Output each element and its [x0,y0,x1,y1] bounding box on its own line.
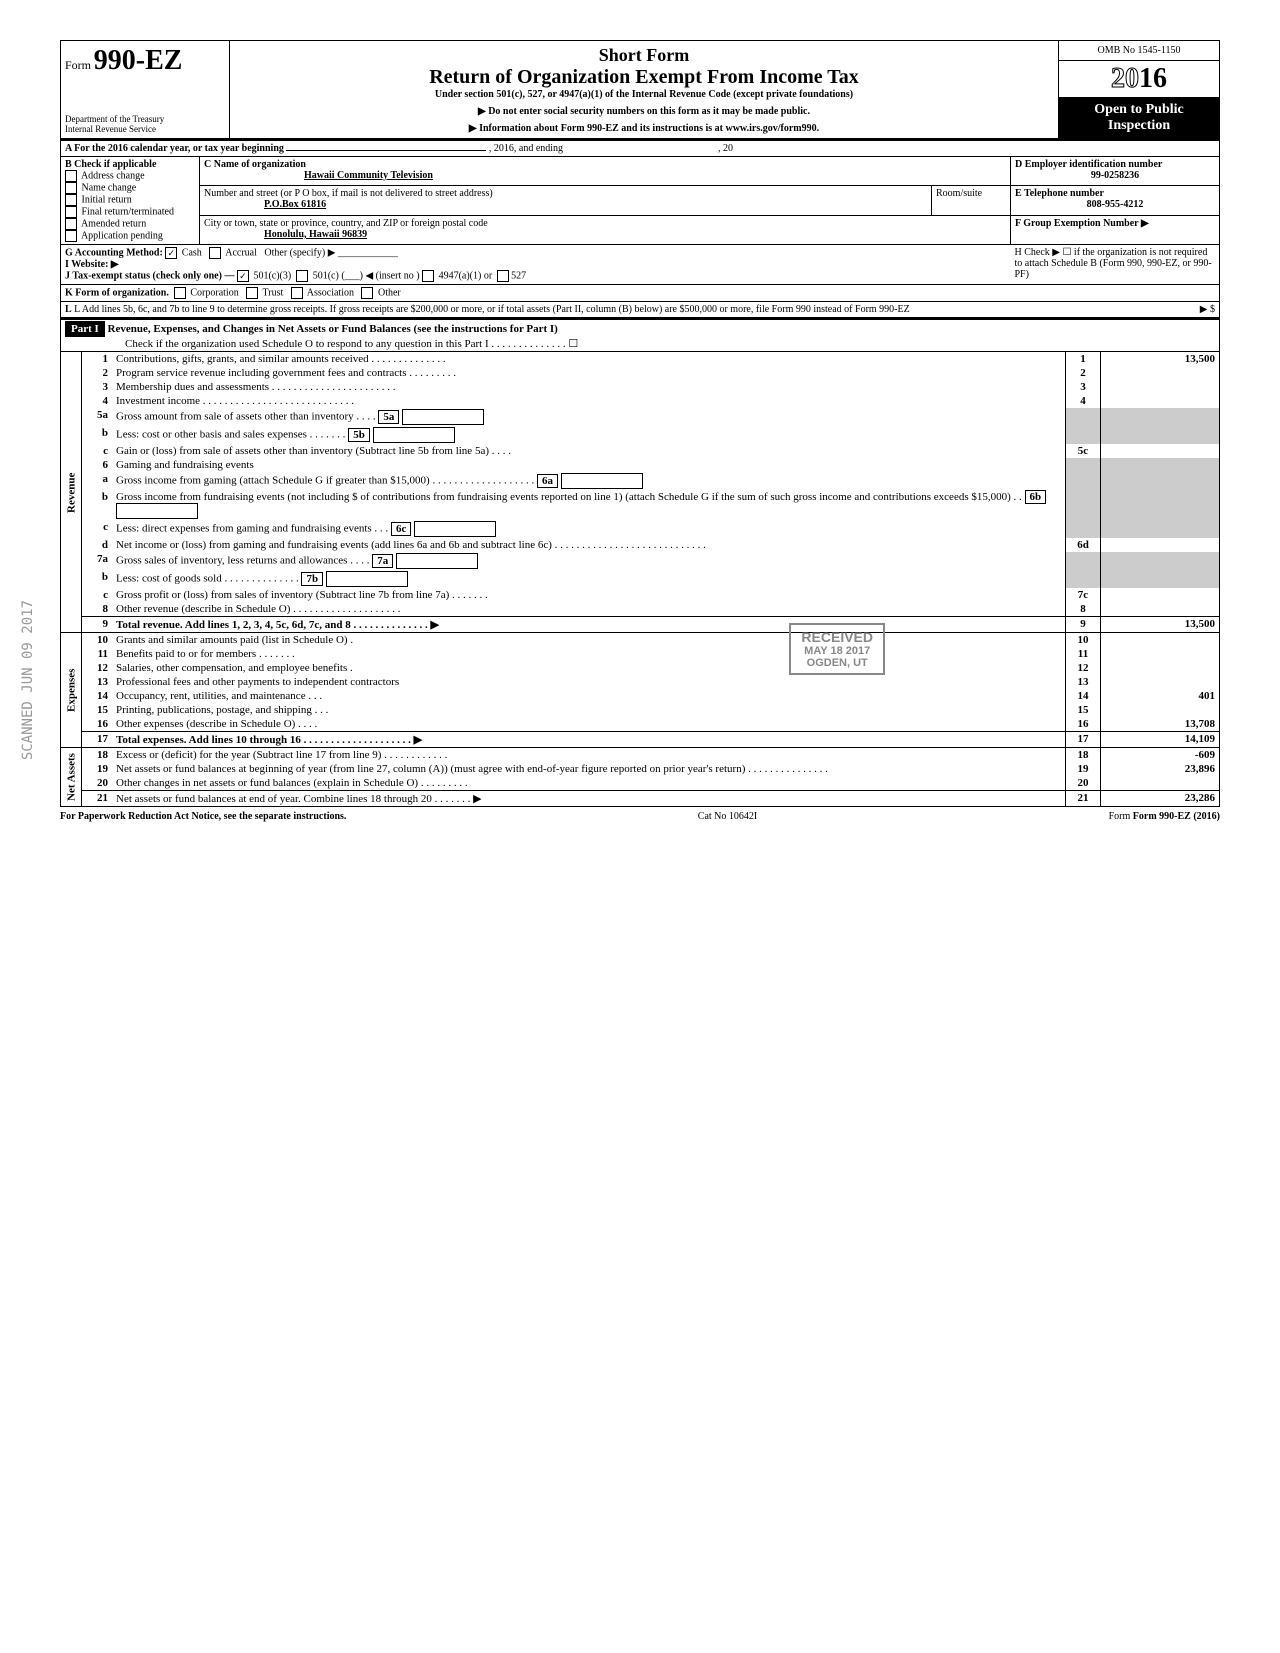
checkbox-501c[interactable] [296,270,308,282]
form-number: 990-EZ [94,45,183,76]
omb-number: OMB No 1545-1150 [1059,41,1219,61]
h-label: H Check ▶ ☐ if the organization is not r… [1015,247,1212,280]
form-header: Form 990-EZ Department of the Treasury I… [60,40,1220,140]
f-label: F Group Exemption Number ▶ [1015,218,1149,229]
org-name: Hawaii Community Television [304,170,433,181]
c-label: C Name of organization [204,159,306,170]
checkbox-501c3[interactable]: ✓ [237,270,249,282]
street-value: P.O.Box 61816 [264,199,326,210]
checkbox-other[interactable] [361,287,373,299]
tax-year: 2016 [1059,61,1219,98]
checkbox-amended[interactable] [65,218,77,230]
checkbox-assoc[interactable] [291,287,303,299]
checkbox-address-change[interactable] [65,170,77,182]
instr1: ▶ Do not enter social security numbers o… [240,106,1048,117]
phone-value: 808-955-4212 [1015,199,1215,210]
dept-treasury: Department of the Treasury Internal Reve… [65,114,225,134]
footer-mid: Cat No 10642I [698,811,757,822]
checkbox-initial-return[interactable] [65,194,77,206]
city-label: City or town, state or province, country… [204,218,488,229]
j-label: J Tax-exempt status (check only one) — [65,270,234,281]
instr2: ▶ Information about Form 990-EZ and its … [240,123,1048,134]
line-a-mid: , 2016, and ending [489,143,563,154]
checkbox-pending[interactable] [65,230,77,242]
scan-mark: SCANNED JUN 09 2017 [20,600,36,760]
b-label: B Check if applicable [65,159,156,170]
open-public-inspection: Open to Public Inspection [1059,98,1219,138]
part1-header: Part I [65,321,105,337]
expenses-side-label: Expenses [61,633,82,748]
short-form-title: Short Form [240,45,1048,66]
revenue-side-label: Revenue [61,352,82,633]
part1-title: Revenue, Expenses, and Changes in Net As… [108,323,558,335]
line-a-end: , 20 [718,143,733,154]
checkbox-trust[interactable] [246,287,258,299]
checkbox-accrual[interactable] [209,247,221,259]
checkbox-4947[interactable] [422,270,434,282]
checkbox-corp[interactable] [174,287,186,299]
ein-value: 99-0258236 [1015,170,1215,181]
form-prefix: Form [65,58,91,72]
e-label: E Telephone number [1015,188,1104,199]
street-label: Number and street (or P O box, if mail i… [204,188,493,199]
org-info-table: A For the 2016 calendar year, or tax yea… [60,140,1220,318]
l-arrow: ▶ $ [1200,304,1215,315]
g-label: G Accounting Method: [65,247,163,258]
part1-check: Check if the organization used Schedule … [125,338,578,350]
checkbox-final-return[interactable] [65,206,77,218]
checkbox-cash[interactable]: ✓ [165,247,177,259]
l-label: L Add lines 5b, 6c, and 7b to line 9 to … [74,304,910,315]
k-label: K Form of organization. [65,287,169,298]
main-title: Return of Organization Exempt From Incom… [240,66,1048,89]
checkbox-527[interactable] [497,270,509,282]
i-label: I Website: ▶ [65,259,119,270]
checkbox-name-change[interactable] [65,182,77,194]
d-label: D Employer identification number [1015,159,1162,170]
city-value: Honolulu, Hawaii 96839 [264,229,367,240]
line-a-label: A For the 2016 calendar year, or tax yea… [65,143,284,154]
room-suite-label: Room/suite [932,186,1011,215]
netassets-side-label: Net Assets [61,748,82,807]
subtitle: Under section 501(c), 527, or 4947(a)(1)… [240,89,1048,100]
footer-left: For Paperwork Reduction Act Notice, see … [60,811,346,822]
part1-table: Part I Revenue, Expenses, and Changes in… [60,318,1220,807]
footer-right: Form Form 990-EZ (2016) [1109,811,1220,822]
page-footer: For Paperwork Reduction Act Notice, see … [60,811,1220,822]
